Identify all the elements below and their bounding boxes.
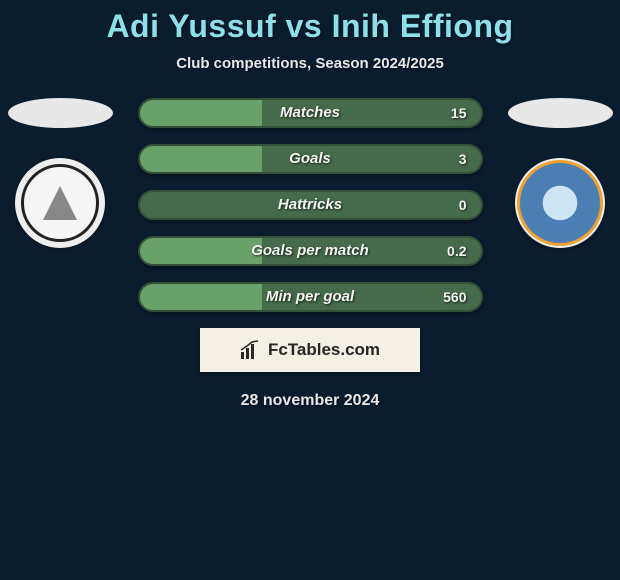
subtitle: Club competitions, Season 2024/2025 — [0, 55, 620, 72]
club-badge-left-icon — [21, 164, 99, 242]
player-right-column — [500, 98, 620, 248]
stat-bar: Hattricks0 — [138, 190, 483, 220]
stat-bar-label: Goals — [140, 146, 481, 172]
player-right-club-badge — [515, 158, 605, 248]
player-left-club-badge — [15, 158, 105, 248]
stat-bar: Goals per match0.2 — [138, 236, 483, 266]
stat-bar: Matches15 — [138, 98, 483, 128]
stat-bar-value: 560 — [443, 284, 466, 310]
stat-bar-value: 3 — [459, 146, 467, 172]
stat-bar: Min per goal560 — [138, 282, 483, 312]
stat-bar-value: 15 — [451, 100, 467, 126]
stat-bar: Goals3 — [138, 144, 483, 174]
player-right-avatar — [508, 98, 613, 128]
stat-bars: Matches15 Goals3 Hattricks0 Goals per match… — [138, 98, 483, 312]
stat-bar-label: Min per goal — [140, 284, 481, 310]
brand-box: FcTables.com — [200, 328, 420, 372]
brand-chart-icon — [240, 340, 262, 360]
stat-bar-label: Goals per match — [140, 238, 481, 264]
page-title: Adi Yussuf vs Inih Effiong — [0, 0, 620, 45]
club-badge-right-icon — [517, 160, 603, 246]
stat-bar-label: Hattricks — [140, 192, 481, 218]
date-line: 28 november 2024 — [0, 392, 620, 410]
player-left-column — [0, 98, 120, 248]
stat-bar-value: 0 — [459, 192, 467, 218]
stat-bar-label: Matches — [140, 100, 481, 126]
brand-text: FcTables.com — [268, 340, 380, 360]
stat-bar-value: 0.2 — [447, 238, 466, 264]
player-left-avatar — [8, 98, 113, 128]
